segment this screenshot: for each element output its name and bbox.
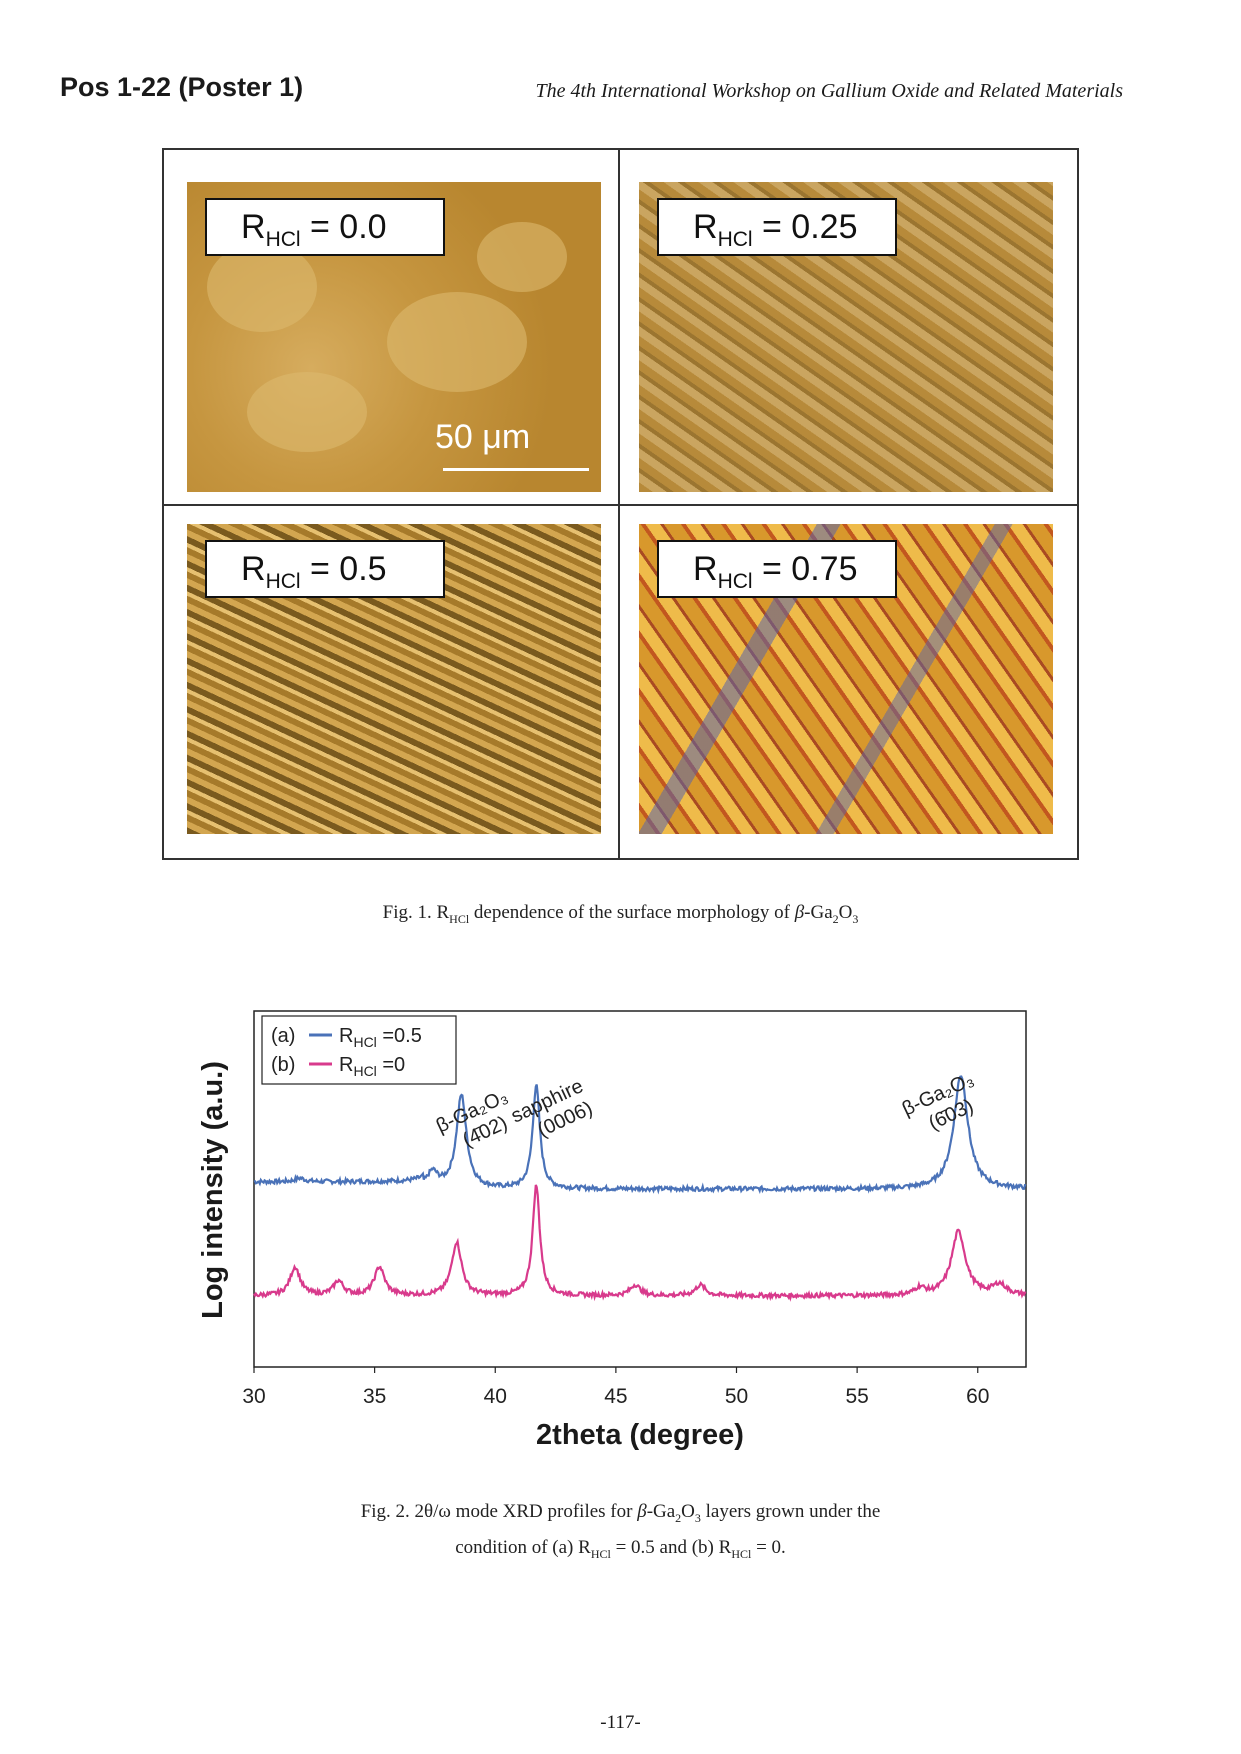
legend: (a) RHCl =0.5 (b) RHCl =0 (261, 1015, 457, 1085)
x-tick-label: 45 (604, 1385, 627, 1408)
grid-divider-horizontal (164, 504, 1077, 506)
panel-label: RHCl = 0.75 (657, 540, 897, 598)
x-axis-label: 2theta (degree) (536, 1419, 744, 1451)
x-tick-label: 60 (966, 1385, 989, 1408)
legend-label-a: RHCl =0.5 (339, 1025, 422, 1050)
legend-entry-a: (a) (271, 1025, 295, 1047)
series-b-line (253, 1184, 1027, 1302)
micrograph-rhcl-0: RHCl = 0.0 50 μm (187, 182, 601, 492)
x-tick-label: 30 (242, 1385, 265, 1408)
micrograph-rhcl-0-75: RHCl = 0.75 (639, 524, 1053, 834)
legend-box (261, 1015, 457, 1085)
y-axis-label: Log intensity (a.u.) (197, 1061, 229, 1319)
x-tick-label: 50 (725, 1385, 748, 1408)
plot-frame (253, 1010, 1027, 1368)
legend-label-b: RHCl =0 (339, 1054, 405, 1079)
figure-1-caption: Fig. 1. RHCl dependence of the surface m… (382, 902, 859, 926)
scale-bar-label: 50 μm (435, 418, 531, 456)
micrograph-rhcl-0-5: RHCl = 0.5 (187, 524, 601, 834)
x-tick-label: 40 (484, 1385, 507, 1408)
x-tick-label: 55 (845, 1385, 868, 1408)
x-tick-label: 35 (363, 1385, 386, 1408)
scale-bar (443, 468, 589, 471)
annotation-ga2o3-603: β-Ga₂O₃ (6̄03) (899, 1068, 977, 1134)
series-a-line (253, 1075, 1027, 1195)
panel-label: RHCl = 0.5 (205, 540, 445, 598)
figure-2-caption-line-2: condition of (a) RHCl = 0.5 and (b) RHCl… (455, 1537, 786, 1561)
annotation-sapphire-0006: sapphire (0006) (508, 1075, 596, 1142)
legend-entry-b: (b) (271, 1054, 295, 1076)
annotation-ga2o3-402: β-Ga₂O₃ (4̄02) (433, 1085, 511, 1151)
page-number: -117- (600, 1712, 641, 1733)
figure-1-grid: RHCl = 0.0 50 μm RHCl = 0.25 RHCl = 0.5 … (162, 148, 1079, 860)
panel-label: RHCl = 0.0 (205, 198, 445, 256)
panel-label: RHCl = 0.25 (657, 198, 897, 256)
poster-id: Pos 1-22 (Poster 1) (60, 72, 304, 102)
workshop-title: The 4th International Workshop on Galliu… (535, 80, 1123, 102)
micrograph-rhcl-0-25: RHCl = 0.25 (639, 182, 1053, 492)
figure-2-caption-line-1: Fig. 2. 2θ/ω mode XRD profiles for β-Ga2… (360, 1501, 881, 1525)
